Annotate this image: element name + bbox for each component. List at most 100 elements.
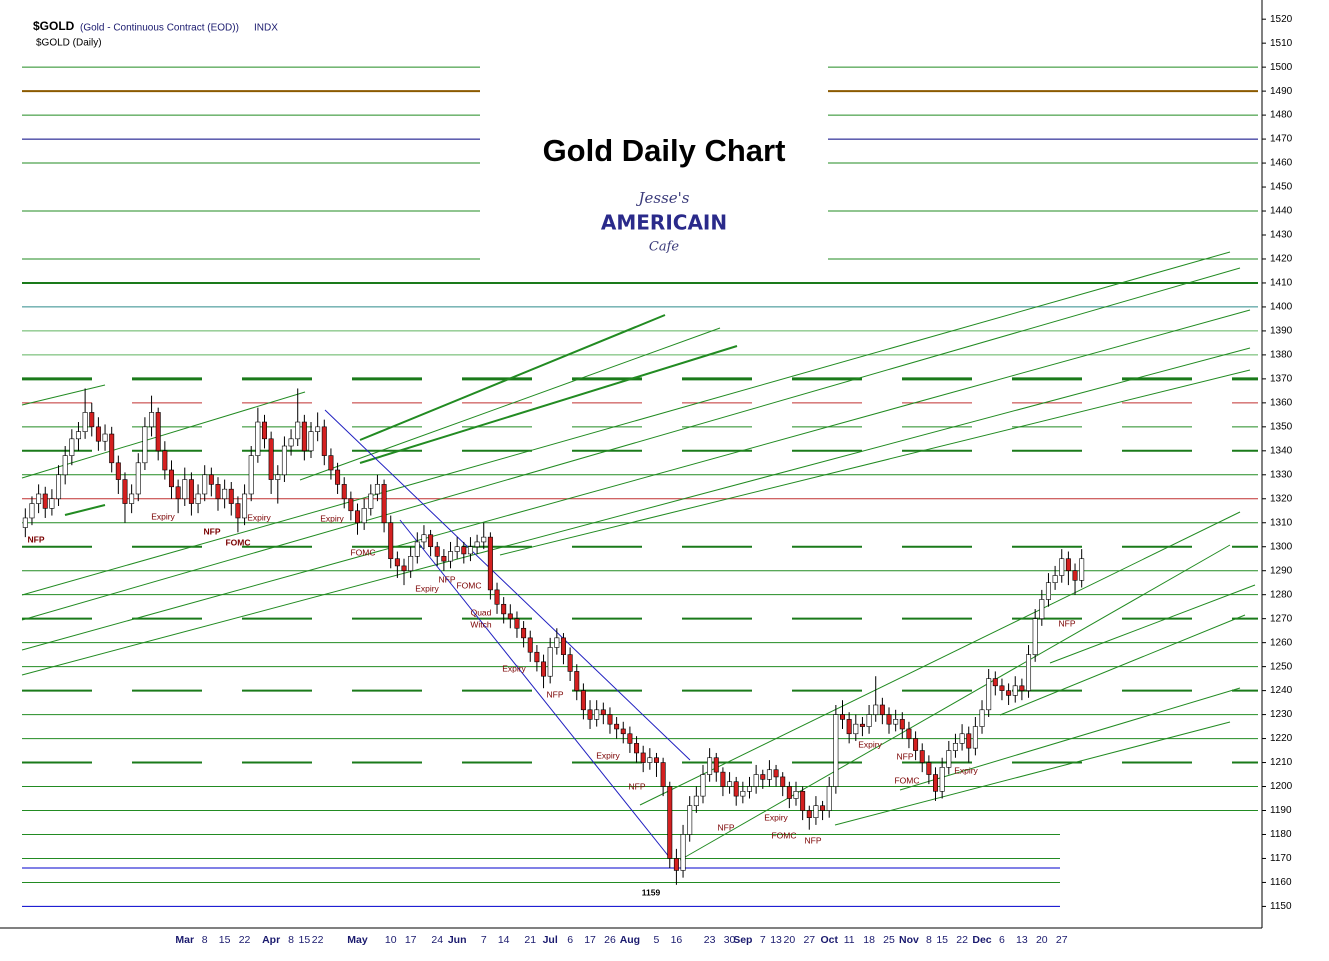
candle-body <box>740 791 746 797</box>
x-tick-label: 14 <box>498 934 510 946</box>
candle-body <box>859 723 865 727</box>
x-tick-label: 15 <box>936 934 948 946</box>
candle-body <box>1006 690 1012 696</box>
candle-body <box>275 474 281 480</box>
candle-body <box>700 774 706 797</box>
candle-body <box>534 651 540 663</box>
y-tick-label: 1340 <box>1270 445 1293 456</box>
x-tick-label: Sep <box>733 934 752 946</box>
logo-text: Jesse's <box>636 189 690 207</box>
y-tick-label: 1300 <box>1270 541 1293 552</box>
x-tick-label: 15 <box>219 934 231 946</box>
candle-body <box>607 714 613 725</box>
candle-body <box>208 474 214 485</box>
y-tick-label: 1270 <box>1270 613 1293 624</box>
candle-body <box>1079 558 1085 581</box>
candle-body <box>521 627 527 639</box>
candle-body <box>527 637 533 653</box>
y-tick-label: 1320 <box>1270 493 1293 504</box>
candle-body <box>142 426 148 464</box>
candle-body <box>840 714 846 720</box>
candle-body <box>687 805 693 835</box>
candle-body <box>341 484 347 500</box>
x-tick-label: 25 <box>883 934 895 946</box>
x-tick-label: 13 <box>770 934 782 946</box>
chart-title: Gold Daily Chart <box>543 133 786 168</box>
y-tick-label: 1190 <box>1270 805 1292 816</box>
candle-body <box>89 412 95 428</box>
x-tick-label: 20 <box>784 934 796 946</box>
candle-body <box>1059 558 1065 576</box>
candle-body <box>567 654 573 672</box>
candle-body <box>381 484 387 524</box>
candle-body <box>647 757 653 763</box>
candle-body <box>129 493 135 504</box>
candle-body <box>614 723 620 730</box>
trend-line <box>359 345 738 464</box>
candle-body <box>122 479 128 504</box>
x-tick-label: 22 <box>312 934 324 946</box>
candle-body <box>800 791 806 811</box>
candle-body <box>1045 582 1051 600</box>
y-tick-label: 1230 <box>1270 709 1293 720</box>
y-tick-label: 1460 <box>1270 158 1293 169</box>
x-tick-label: 22 <box>239 934 251 946</box>
candle-body <box>487 536 493 591</box>
y-tick-label: 1220 <box>1270 733 1293 744</box>
y-tick-label: 1370 <box>1270 374 1293 385</box>
x-tick-label: 8 <box>288 934 294 946</box>
trend-line <box>21 384 106 406</box>
y-tick-label: 1470 <box>1270 134 1293 145</box>
trend-line <box>1049 584 1256 664</box>
candle-body <box>620 728 626 735</box>
subtitle: $GOLD (Daily) <box>36 38 102 49</box>
candle-body <box>408 556 414 572</box>
y-tick-label: 1440 <box>1270 206 1293 217</box>
candle-body <box>1039 599 1045 619</box>
candle-body <box>773 769 779 778</box>
annotation: NFP <box>439 574 456 584</box>
candle-body <box>248 455 254 495</box>
candle-body <box>242 493 248 519</box>
y-tick-label: 1420 <box>1270 254 1293 265</box>
trend-line <box>899 687 1241 791</box>
annotation: 1159 <box>642 887 661 897</box>
y-tick-label: 1390 <box>1270 326 1293 337</box>
x-tick-label: 8 <box>202 934 208 946</box>
annotation: FOMC <box>350 547 375 557</box>
candle-body <box>673 858 679 871</box>
candle-body <box>640 752 646 763</box>
candle-body <box>361 508 367 524</box>
trend-line <box>21 391 306 479</box>
candle-body <box>235 503 241 519</box>
trend-line <box>499 369 1251 556</box>
candle-body <box>401 565 407 572</box>
candle-body <box>56 474 62 500</box>
x-tick-label: Aug <box>620 934 640 946</box>
symbol: $GOLD <box>33 19 75 33</box>
logo-text: AMERICAIN <box>601 211 727 235</box>
candle-body <box>22 517 28 528</box>
candle-body <box>222 488 228 500</box>
trend-line <box>999 614 1246 716</box>
candle-body <box>368 493 374 509</box>
candle-body <box>946 750 952 768</box>
candle-body <box>760 774 766 780</box>
annotation: FOMC <box>771 830 796 840</box>
candle-body <box>36 493 42 504</box>
candle-body <box>933 774 939 792</box>
candle-body <box>746 786 752 792</box>
candle-body <box>109 433 115 464</box>
candle-body <box>135 462 141 495</box>
y-tick-label: 1310 <box>1270 517 1293 528</box>
candle-body <box>919 750 925 763</box>
annotation: NFP <box>718 822 735 832</box>
candle-body <box>394 558 400 567</box>
annotation: NFP <box>1059 618 1076 628</box>
y-tick-label: 1500 <box>1270 62 1293 73</box>
candle-body <box>966 733 972 749</box>
candle-body <box>1065 558 1071 572</box>
candle-body <box>295 421 301 440</box>
candle-body <box>886 714 892 725</box>
candle-body <box>600 709 606 715</box>
